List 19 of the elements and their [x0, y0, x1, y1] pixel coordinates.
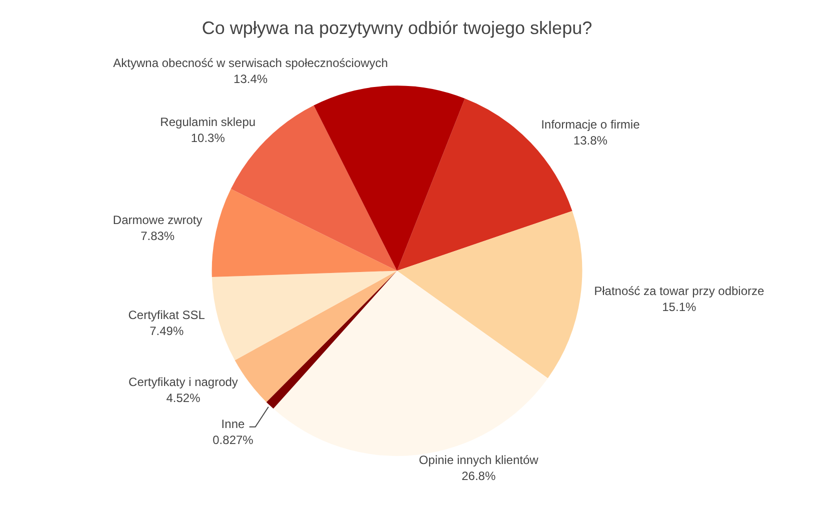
data-label: 26.8% [462, 469, 496, 484]
chart-title: Co wpływa na pozytywny odbiór twojego sklepu? [202, 18, 592, 38]
slice-label: Informacje o firmie [541, 118, 640, 132]
data-label: 10.3% [190, 130, 226, 145]
data-label: 13.4% [234, 72, 268, 86]
data-label: 15.1% [662, 300, 696, 314]
data-label: 7.83% [140, 229, 175, 244]
slice-label: Opinie innych klientów [418, 453, 539, 468]
slice-label: Regulamin sklepu [160, 114, 256, 129]
data-label: 13.8% [573, 134, 608, 148]
data-label: 7.49% [150, 324, 184, 338]
data-label: 4.52% [166, 391, 201, 406]
slice-label: Darmowe zwroty [112, 213, 202, 228]
slice-label: Płatność za towar przy odbiorze [594, 284, 765, 298]
slice-label: Aktywna obecność w serwisach społecznościowych [113, 56, 388, 70]
slice-label: Certyfikaty i nagrody [128, 375, 238, 390]
slice-label: Certyfikat SSL [128, 308, 206, 322]
slice-label: Inne [221, 417, 245, 432]
data-label: 0.827% [212, 433, 254, 448]
